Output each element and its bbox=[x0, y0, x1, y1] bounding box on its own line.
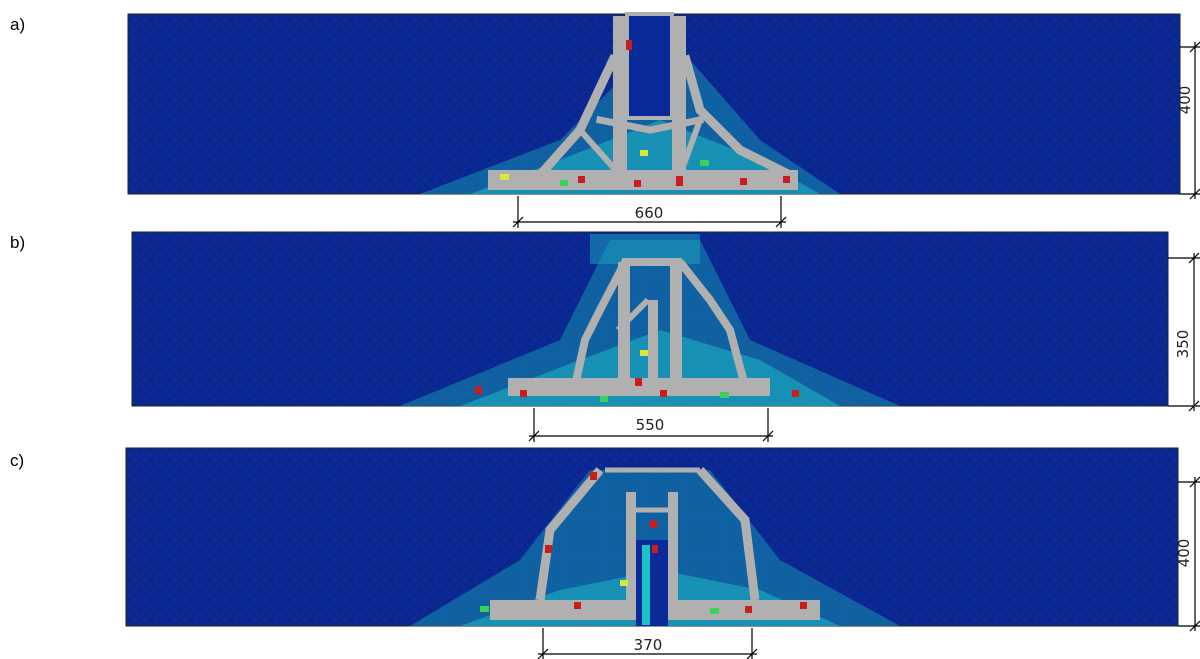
panel-b-label: b) bbox=[10, 233, 25, 252]
panel-a-label: a) bbox=[10, 15, 25, 34]
panel-a-height-label: 400 bbox=[1176, 86, 1194, 115]
panel-b-height-dimension bbox=[1168, 252, 1200, 412]
panel-c-hotspots bbox=[480, 472, 807, 614]
panel-b-width-label: 550 bbox=[636, 416, 665, 434]
panel-a-hotspots bbox=[500, 40, 790, 187]
panel-b-hotspots bbox=[475, 350, 799, 402]
panel-c-width-dimension bbox=[537, 628, 758, 659]
panel-c-label: c) bbox=[10, 451, 24, 470]
panel-a: a) bbox=[10, 12, 1200, 228]
panel-c: c) bbox=[10, 447, 1200, 659]
panel-b-height-label: 350 bbox=[1174, 330, 1192, 359]
panel-c-width-label: 370 bbox=[634, 636, 663, 654]
panel-c-height-label: 400 bbox=[1175, 539, 1193, 568]
panel-b-width-dimension bbox=[528, 408, 774, 442]
panel-b-struts bbox=[508, 258, 770, 396]
panel-a-width-dimension bbox=[512, 196, 787, 228]
panel-c-struts bbox=[490, 466, 820, 626]
panel-a-width-label: 660 bbox=[635, 204, 664, 222]
panel-a-height-dimension bbox=[1180, 41, 1200, 200]
panel-b: b) bbox=[10, 231, 1200, 442]
panel-c-height-dimension bbox=[1178, 476, 1200, 632]
